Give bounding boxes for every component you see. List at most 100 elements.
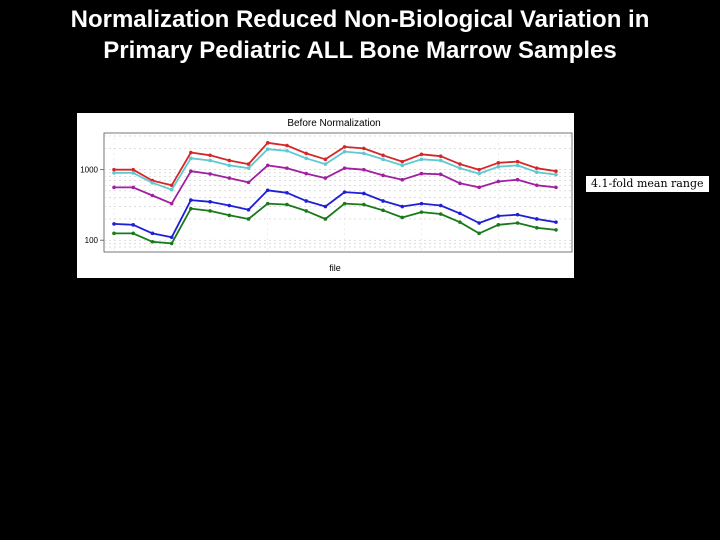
data-point [342,201,347,206]
data-point [150,231,155,236]
data-point [112,222,116,226]
data-point [362,167,366,172]
data-point [169,201,174,206]
series-5 [112,201,558,246]
data-point [208,158,212,163]
data-point [227,213,232,218]
data-point [169,241,174,246]
data-point [515,221,520,225]
data-point [458,162,462,166]
data-point [208,153,212,158]
data-point [534,166,539,170]
x-axis-label: file [329,263,341,273]
data-point [554,169,558,174]
data-point [112,231,116,236]
data-point [227,203,232,208]
data-point [208,172,212,176]
data-point [534,217,539,221]
data-point [304,199,308,203]
series-4 [112,188,558,240]
data-point [419,152,424,157]
data-point [246,207,251,212]
data-point [381,173,385,178]
series-line [113,189,557,239]
data-point [496,179,501,184]
data-point [362,202,366,207]
data-point [150,239,155,244]
data-point [131,167,136,172]
data-point [227,176,232,180]
y-tick-label: 100 [85,236,99,245]
data-point [189,156,193,161]
data-point [400,215,405,220]
data-point [438,172,443,177]
data-point [150,193,155,198]
data-point [381,157,385,162]
data-point [400,159,405,164]
data-point [477,221,481,225]
series-lines [112,141,558,246]
chart-panel-background [77,113,574,278]
data-point [381,208,385,213]
data-point [400,163,405,168]
data-point [438,154,443,159]
data-point [554,228,558,232]
data-point [285,143,289,148]
data-point [323,162,328,166]
data-point [419,201,424,206]
data-point [246,162,251,166]
data-point [477,167,481,172]
data-point [554,185,558,190]
y-tick-label: 1000 [80,166,98,175]
slide-title: Normalization Reduced Non-Biological Var… [0,4,720,66]
data-point [285,166,289,170]
series-line [114,148,557,191]
data-point [131,171,136,175]
data-point [265,163,270,168]
data-point [323,176,328,180]
data-point [419,157,424,162]
data-point [458,166,462,170]
data-point [265,141,270,145]
data-point [131,231,136,236]
data-point [554,220,558,224]
data-point [515,177,520,182]
data-point [169,183,174,188]
data-point [419,210,424,214]
mean-range-annotation: 4.1-fold mean range [586,176,709,192]
data-point [458,181,462,186]
data-point [227,158,232,163]
data-point [208,200,212,204]
grid-lines [104,133,572,252]
series-line [114,164,557,205]
data-point [400,177,405,182]
data-point [227,163,232,168]
y-axis-label: Median Bead Intensity [60,140,70,230]
data-point [265,147,270,151]
data-point [285,149,289,153]
data-point [496,161,501,165]
data-point [534,170,539,175]
data-point [323,157,328,162]
data-point [477,231,481,236]
data-point [477,171,481,176]
data-point [381,199,385,203]
data-point [285,190,289,195]
data-point [458,220,462,224]
chart-title: Before Normalization [287,118,380,129]
data-point [342,149,347,154]
data-point [131,223,136,227]
data-point [112,167,116,172]
data-point [400,204,405,209]
data-point [496,223,501,227]
data-point [131,185,136,190]
data-point [169,235,174,240]
data-point [438,212,443,216]
slide-title-line2: Primary Pediatric ALL Bone Marrow Sample… [103,37,617,64]
data-point [304,209,308,213]
data-point [169,187,174,192]
data-point [362,191,366,196]
data-point [496,214,501,218]
series-3 [112,163,558,206]
